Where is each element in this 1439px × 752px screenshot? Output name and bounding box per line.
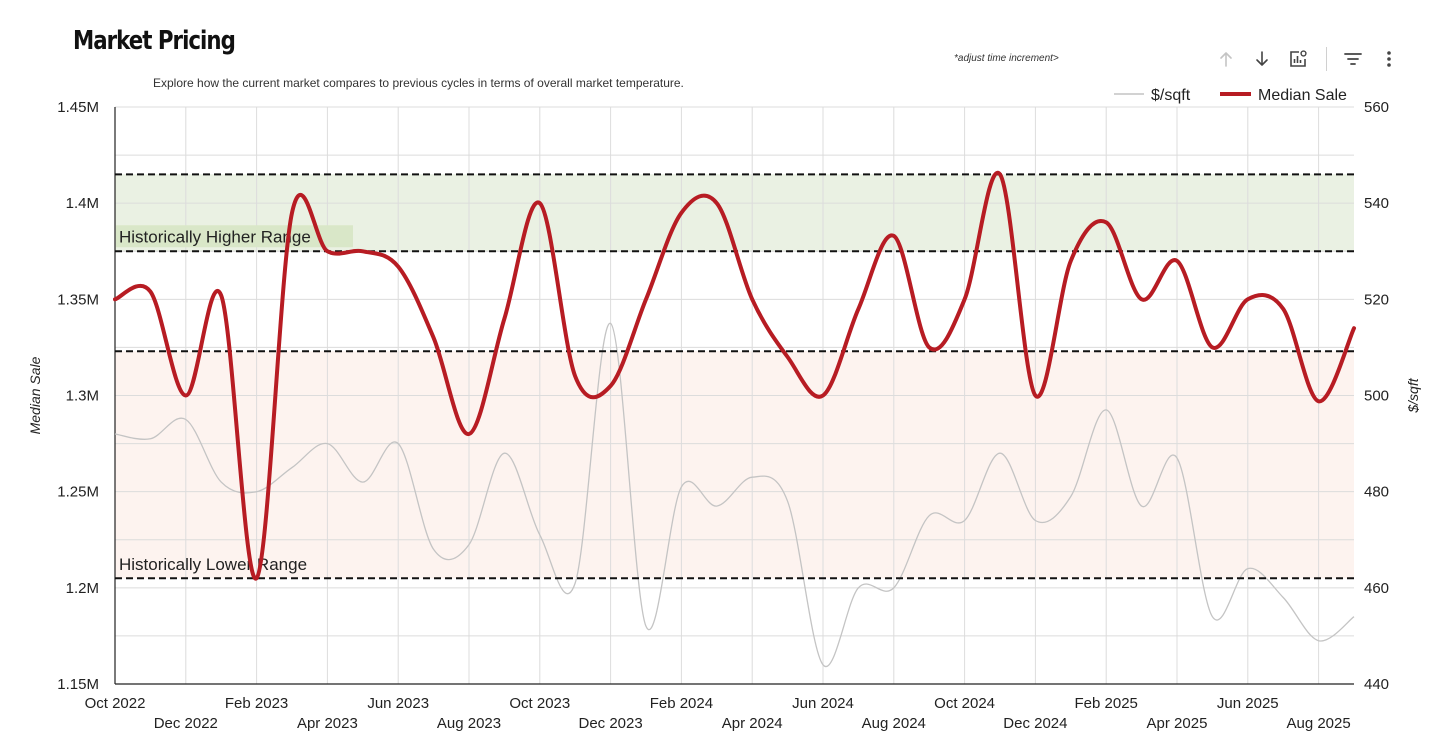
x-tick-label: Aug 2023 [437,715,501,732]
sqft-series-line [114,322,1355,668]
page-title: Market Pricing [73,26,236,56]
x-tick-label: Jun 2023 [367,695,429,712]
x-tick-label: Dec 2023 [578,715,642,732]
legend-sqft-label: $/sqft [1151,87,1191,104]
arrow-up-icon [1220,52,1232,67]
more-options-button[interactable] [1377,47,1401,71]
chart-settings-button[interactable] [1286,47,1310,71]
x-tick-label: Aug 2024 [862,715,926,732]
y-right-tick-label: 540 [1364,195,1389,212]
x-tick-label: Feb 2025 [1075,695,1138,712]
x-tick-label: Apr 2023 [297,715,358,732]
filter-icon [1344,53,1362,65]
y-left-tick-label: 1.15M [57,676,99,693]
x-tick-label: Oct 2022 [85,695,146,712]
y-right-tick-label: 520 [1364,291,1389,308]
y-left-tick-label: 1.45M [57,99,99,116]
y-right-tick-label: 440 [1364,676,1389,693]
y-left-tick-label: 1.35M [57,291,99,308]
time-increment-hint[interactable]: *adjust time increment> [954,53,1059,64]
x-tick-label: Oct 2023 [509,695,570,712]
x-tick-label: Feb 2023 [225,695,288,712]
page-subtitle: Explore how the current market compares … [153,76,684,90]
x-tick-label: Dec 2022 [154,715,218,732]
chart-settings-icon [1290,50,1307,67]
y-right-tick-label: 460 [1364,580,1389,597]
higher-range-label: Historically Higher Range [119,227,311,246]
y-left-tick-label: 1.3M [66,388,99,405]
y-right-tick-label: 500 [1364,388,1389,405]
y-right-axis-title: $/sqft [1405,377,1421,413]
y-left-tick-label: 1.4M [66,195,99,212]
filter-button[interactable] [1341,47,1365,71]
x-tick-label: Apr 2025 [1147,715,1208,732]
y-left-axis-title: Median Sale [27,356,43,434]
x-tick-label: Oct 2024 [934,695,995,712]
y-left-tick-label: 1.2M [66,580,99,597]
y-right-tick-label: 560 [1364,99,1389,116]
legend-median-sale-label: Median Sale [1258,87,1347,104]
sort-ascending-button[interactable] [1214,47,1238,71]
x-tick-label: Jun 2025 [1217,695,1279,712]
median-sale-series-line [113,170,1356,581]
x-tick-label: Feb 2024 [650,695,713,712]
x-tick-label: Apr 2024 [722,715,783,732]
y-right-tick-label: 480 [1364,484,1389,501]
x-tick-label: Jun 2024 [792,695,854,712]
higher-range-label-bg [116,225,353,248]
more-vert-icon [1387,51,1391,67]
x-tick-label: Dec 2024 [1003,715,1067,732]
sort-descending-button[interactable] [1250,47,1274,71]
lower-range-band [115,351,1354,579]
arrow-down-icon [1256,51,1268,66]
chart-toolbar [1214,44,1413,74]
toolbar-divider [1326,47,1327,71]
y-left-tick-label: 1.25M [57,484,99,501]
lower-range-label: Historically Lower Range [119,555,307,574]
x-tick-label: Aug 2025 [1286,715,1350,732]
